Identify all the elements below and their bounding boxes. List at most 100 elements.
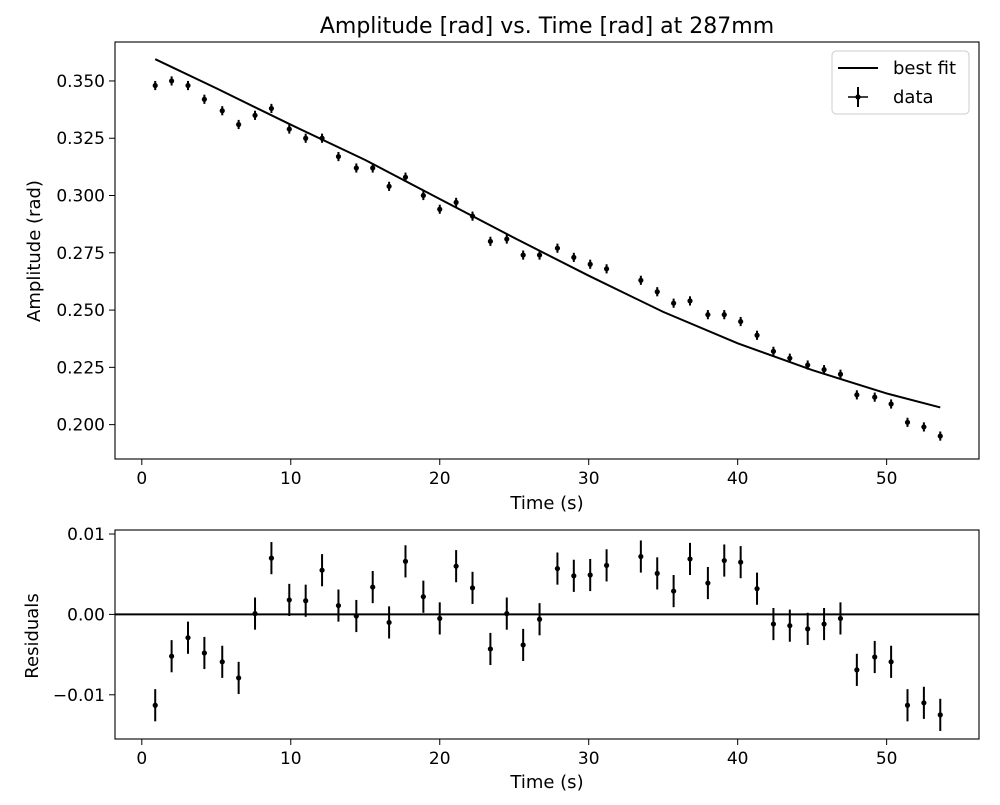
amplitude-axes-frame xyxy=(114,41,980,460)
x-tick-label: 0 xyxy=(136,469,147,489)
data-point xyxy=(268,103,275,114)
x-tick-label: 10 xyxy=(280,749,302,769)
data-marker xyxy=(536,616,543,622)
data-point xyxy=(487,236,493,246)
y-tick-label: 0.300 xyxy=(56,187,105,207)
y-tick-label: 0.01 xyxy=(67,525,105,545)
residuals-axes-frame xyxy=(114,529,980,740)
data-point xyxy=(872,640,878,674)
data-point xyxy=(402,545,409,578)
data-point xyxy=(536,603,543,636)
y-tick-label: 0.325 xyxy=(56,129,105,149)
data-point xyxy=(937,431,943,441)
data-marker xyxy=(587,261,593,267)
data-marker xyxy=(169,78,175,84)
data-point xyxy=(587,558,593,592)
amplitude-x-ticks: 0 10 20 30 40 50 xyxy=(136,459,897,489)
data-marker xyxy=(787,623,793,629)
y-tick-label: 0.350 xyxy=(56,72,105,92)
data-marker xyxy=(571,573,577,579)
residuals-y-ticks: −0.01 0.00 0.01 xyxy=(53,525,115,706)
data-marker xyxy=(770,348,777,354)
data-point xyxy=(185,621,191,654)
data-marker xyxy=(638,553,644,560)
data-marker xyxy=(487,238,493,244)
data-marker xyxy=(252,611,258,617)
data-point xyxy=(671,298,677,308)
data-marker xyxy=(370,165,376,171)
data-point xyxy=(654,287,660,297)
data-marker xyxy=(687,298,693,304)
data-point xyxy=(236,119,242,130)
amplitude-x-axis-label: Time (s) xyxy=(509,493,583,514)
data-point xyxy=(504,234,510,244)
data-marker xyxy=(805,362,811,368)
data-marker xyxy=(921,424,927,430)
data-point xyxy=(453,550,459,583)
data-marker xyxy=(520,252,526,258)
best-fit-line xyxy=(154,58,941,409)
data-point xyxy=(319,554,325,587)
data-point xyxy=(353,163,359,173)
data-marker xyxy=(937,433,943,439)
data-point xyxy=(721,310,727,320)
data-marker xyxy=(654,289,660,295)
y-tick-label: −0.01 xyxy=(53,686,105,706)
data-point xyxy=(738,316,744,327)
data-point xyxy=(603,549,610,582)
data-marker xyxy=(504,236,510,242)
data-marker xyxy=(453,199,459,205)
data-point xyxy=(705,566,711,600)
data-point xyxy=(888,399,894,409)
data-point xyxy=(754,572,760,605)
data-marker xyxy=(437,615,443,622)
amplitude-plot-area xyxy=(152,58,943,441)
data-marker xyxy=(554,245,561,251)
data-marker xyxy=(787,355,793,361)
residuals-plot-area xyxy=(115,540,979,731)
data-point xyxy=(904,417,911,427)
legend-box xyxy=(831,50,970,115)
data-marker xyxy=(721,312,727,318)
data-marker xyxy=(770,621,777,627)
data-point xyxy=(268,542,275,575)
data-marker xyxy=(268,555,275,561)
data-point xyxy=(437,204,443,214)
amplitude-panel: Amplitude [rad] vs. Time [rad] at 287mm … xyxy=(24,14,980,514)
data-point xyxy=(654,557,660,590)
data-point xyxy=(571,252,577,262)
data-point xyxy=(587,259,593,269)
residuals-x-ticks: 0 10 20 30 40 50 xyxy=(136,739,897,769)
data-marker xyxy=(671,300,677,306)
data-marker xyxy=(453,563,459,569)
y-tick-label: 0.200 xyxy=(56,416,105,436)
data-marker xyxy=(738,559,744,565)
legend-data-label: data xyxy=(893,87,934,108)
legend-data-swatch xyxy=(848,87,868,107)
data-marker xyxy=(536,252,543,258)
data-marker xyxy=(754,332,760,338)
data-point xyxy=(687,542,693,576)
data-point xyxy=(520,628,526,662)
data-marker xyxy=(638,277,644,283)
data-marker xyxy=(370,584,376,590)
data-marker xyxy=(353,165,359,171)
data-point xyxy=(687,296,693,306)
data-point xyxy=(705,310,711,320)
data-point xyxy=(738,546,744,579)
data-point xyxy=(236,661,242,694)
data-point xyxy=(219,106,225,116)
data-point xyxy=(921,422,927,432)
data-point xyxy=(453,197,459,207)
residuals-x-axis-label: Time (s) xyxy=(509,772,583,793)
data-marker xyxy=(201,650,207,656)
data-point xyxy=(420,190,426,201)
data-point xyxy=(770,346,777,356)
data-marker xyxy=(236,121,242,128)
data-marker xyxy=(805,626,811,632)
data-point xyxy=(286,583,292,617)
data-point xyxy=(152,80,158,91)
x-tick-label: 40 xyxy=(727,469,749,489)
data-point xyxy=(286,124,292,134)
data-marker xyxy=(386,183,392,189)
